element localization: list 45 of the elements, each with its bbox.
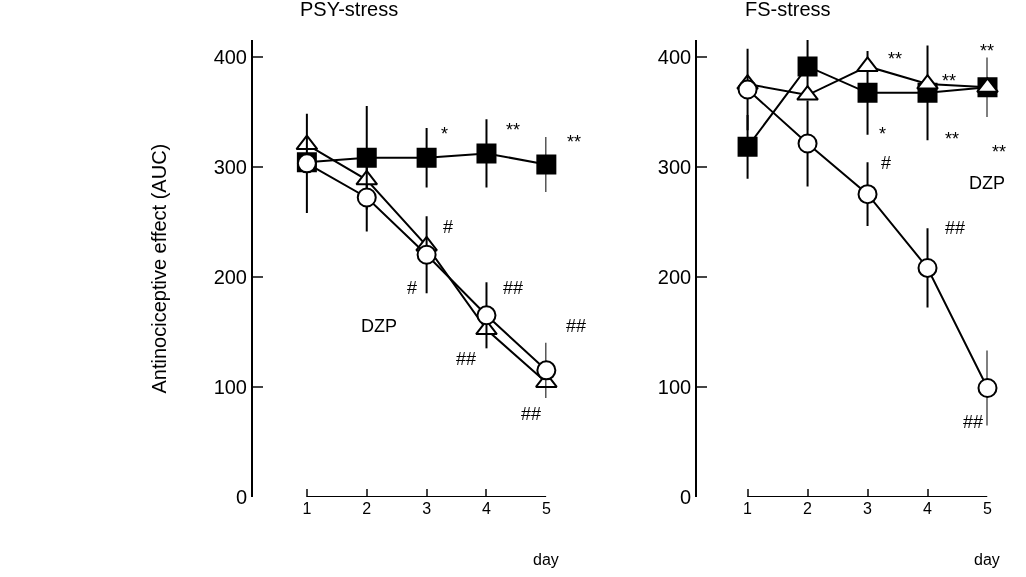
- x-tick-label: 1: [743, 500, 753, 517]
- annotation: ##: [521, 404, 542, 424]
- y-tick-label: 300: [657, 155, 692, 178]
- y-tick-label: 200: [657, 265, 692, 288]
- y-axis-title: Antinociceptive effect (AUC): [147, 143, 170, 394]
- annotation: **: [888, 49, 903, 69]
- x-tick-label: 5: [541, 500, 551, 517]
- annotation: **: [980, 41, 995, 61]
- annotation: DZP: [361, 316, 397, 336]
- y-tick-label: 100: [213, 375, 247, 398]
- y-tick-label: 400: [657, 45, 692, 68]
- annotation: ##: [503, 278, 524, 298]
- x-axis-title: day: [974, 551, 1000, 568]
- text: **: [567, 132, 582, 152]
- annotation: #: [443, 217, 454, 237]
- y-tick-label: 100: [657, 375, 692, 398]
- x-axis-title: day: [533, 551, 559, 568]
- annotation: ##: [945, 218, 966, 238]
- annotation: ##: [456, 349, 477, 369]
- text: ##: [566, 316, 587, 336]
- x-tick-label: 3: [863, 500, 873, 517]
- annotation: DZP: [969, 173, 1005, 193]
- annotation: **: [506, 120, 521, 140]
- x-tick-label: 2: [803, 500, 813, 517]
- chart-title: FS-stress: [745, 0, 831, 20]
- x-tick-label: 3: [422, 500, 432, 517]
- y-tick-label: 200: [213, 265, 247, 288]
- y-tick-label: 0: [680, 486, 692, 508]
- annotation: **: [945, 129, 960, 149]
- text: **: [992, 142, 1007, 162]
- annotation: **: [942, 71, 957, 91]
- x-tick-label: 4: [923, 500, 933, 517]
- x-tick-label: 5: [983, 500, 993, 517]
- x-tick-label: 2: [362, 500, 372, 517]
- x-tick-label: 4: [482, 500, 492, 517]
- annotation: #: [407, 278, 418, 298]
- chart-title: PSY-stress: [300, 0, 399, 20]
- annotation: #: [881, 153, 892, 173]
- y-tick-label: 300: [213, 155, 247, 178]
- y-tick-label: 400: [213, 45, 247, 68]
- annotation: *: [441, 124, 449, 144]
- annotation: *: [879, 124, 887, 144]
- annotation: ##: [963, 412, 984, 432]
- x-tick-label: 1: [302, 500, 312, 517]
- y-tick-label: 0: [235, 486, 247, 508]
